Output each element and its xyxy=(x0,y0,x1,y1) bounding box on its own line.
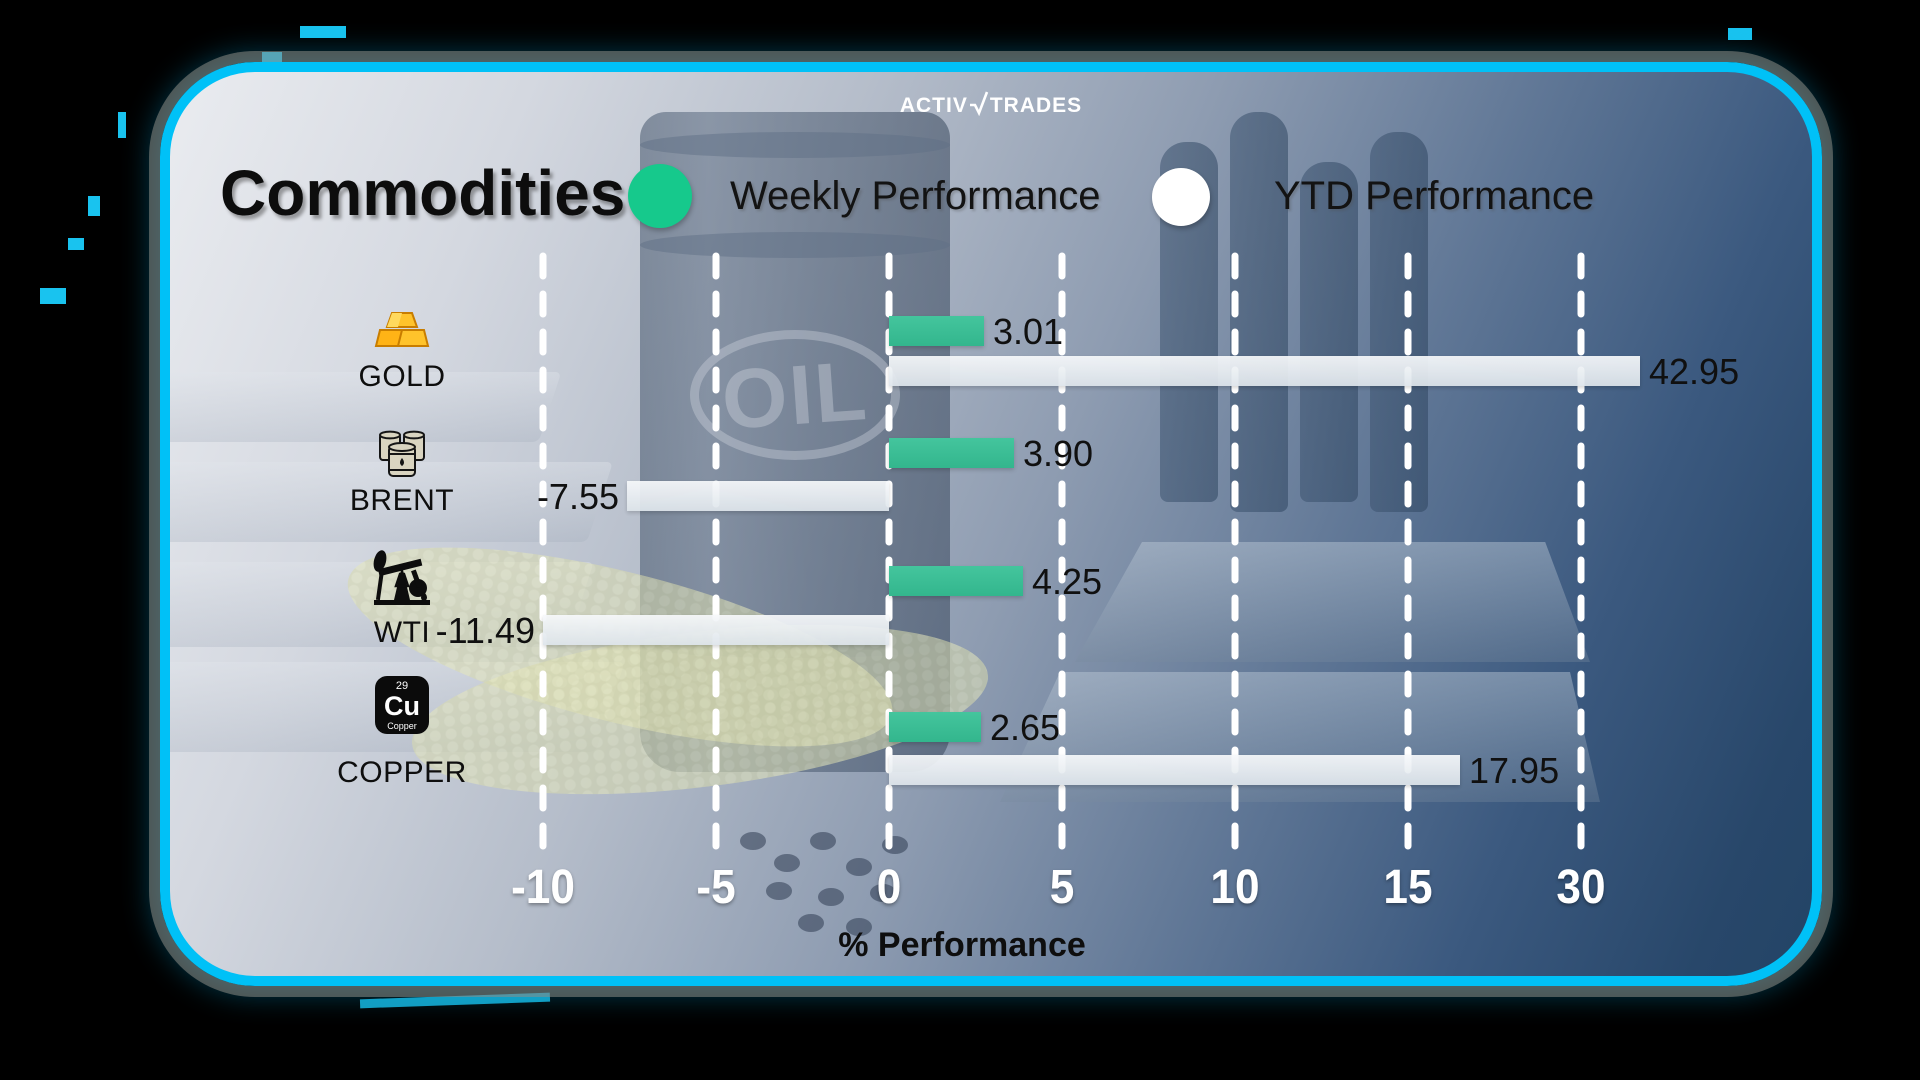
ytd-legend-dot xyxy=(1152,168,1210,226)
copper-atomic-number: 29 xyxy=(395,680,409,692)
ytd-bar-brent xyxy=(627,481,889,511)
x-tick-label: 0 xyxy=(876,861,902,914)
ytd-value-gold: 42.95 xyxy=(1649,351,1740,392)
weekly-value-wti: 4.25 xyxy=(1032,561,1103,602)
category-label-wti: WTI xyxy=(373,616,431,649)
copper-symbol: Cu xyxy=(384,691,420,721)
glitch-pixel xyxy=(300,26,346,38)
category-wti xyxy=(282,544,522,613)
gold-bars-icon xyxy=(374,310,430,355)
weekly-value-brent: 3.90 xyxy=(1023,433,1094,474)
weekly-legend-dot xyxy=(628,164,692,228)
category-label-brent: BRENT xyxy=(349,484,455,517)
oil-pump-icon xyxy=(370,544,434,613)
ytd-bar-gold xyxy=(889,356,1640,386)
category-label-gold: GOLD xyxy=(358,360,446,393)
category-brent xyxy=(282,428,522,485)
oil-barrels-icon xyxy=(376,428,428,485)
chart-title: Commodities xyxy=(220,157,626,229)
weekly-value-copper: 2.65 xyxy=(990,707,1061,748)
logo-text-activ: Activ xyxy=(899,86,968,119)
ytd-bar-wti xyxy=(543,615,889,645)
ytd-legend-label: YTD Performance xyxy=(1274,174,1595,218)
category-label-copper: COPPER xyxy=(337,756,467,789)
activtrades-logo: Activ Trades xyxy=(170,86,1812,120)
glitch-pixel xyxy=(40,288,66,304)
x-tick-label: -5 xyxy=(696,861,736,914)
logo-text-trades: Trades xyxy=(989,86,1083,119)
copper-name: Copper xyxy=(387,721,417,731)
x-tick-label: 5 xyxy=(1049,861,1075,914)
x-tick-label: -10 xyxy=(511,861,575,914)
ytd-value-wti: -11.49 xyxy=(435,610,535,651)
glitch-pixel xyxy=(262,52,282,62)
glitch-pixel xyxy=(118,112,126,138)
weekly-bar-brent xyxy=(889,438,1014,468)
category-gold xyxy=(282,310,522,355)
x-tick-label: 30 xyxy=(1556,861,1606,914)
glitch-pixel xyxy=(68,238,84,250)
logo-check-icon xyxy=(969,91,989,117)
weekly-bar-gold xyxy=(889,316,984,346)
gridlines xyxy=(539,252,1585,858)
x-axis-label: % Performance xyxy=(838,926,1086,964)
weekly-value-gold: 3.01 xyxy=(993,311,1064,352)
copper-element-icon: 29 Cu Copper xyxy=(375,676,429,734)
glitch-pixel xyxy=(1728,28,1752,40)
glitch-pixel xyxy=(359,992,551,1009)
ytd-value-copper: 17.95 xyxy=(1469,750,1560,791)
ytd-value-brent: -7.55 xyxy=(536,476,619,517)
weekly-legend-label: Weekly Performance xyxy=(730,174,1101,218)
x-tick-label: 10 xyxy=(1210,861,1260,914)
infographic-card: OIL Activ Trades Commodities Weekly Perfo… xyxy=(160,62,1822,986)
weekly-bar-copper xyxy=(889,712,981,742)
x-tick-label: 15 xyxy=(1383,861,1433,914)
weekly-bar-wti xyxy=(889,566,1023,596)
ytd-bar-copper xyxy=(889,755,1460,785)
glitch-pixel xyxy=(88,196,100,216)
category-copper: 29 Cu Copper xyxy=(282,676,522,734)
